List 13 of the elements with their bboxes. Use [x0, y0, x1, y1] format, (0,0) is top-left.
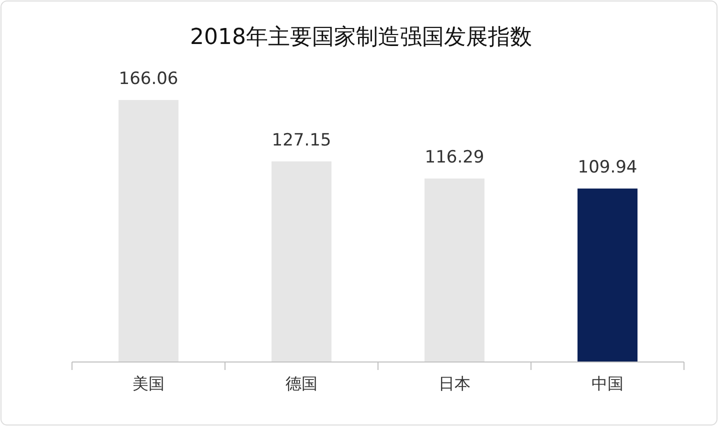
- data-label: 166.06: [118, 69, 178, 89]
- bar: [424, 178, 484, 362]
- x-tick-label: 美国: [132, 374, 164, 393]
- bar: [118, 100, 178, 362]
- x-tick-label: 德国: [286, 374, 318, 393]
- data-label: 116.29: [424, 148, 484, 168]
- data-label: 109.94: [578, 158, 638, 178]
- bar: [578, 188, 638, 362]
- x-tick-label: 日本: [438, 374, 470, 393]
- bar: [272, 161, 332, 362]
- x-tick-label: 中国: [592, 374, 624, 393]
- data-label: 127.15: [272, 130, 332, 150]
- chart-title: 2018年主要国家制造强国发展指数: [190, 25, 532, 50]
